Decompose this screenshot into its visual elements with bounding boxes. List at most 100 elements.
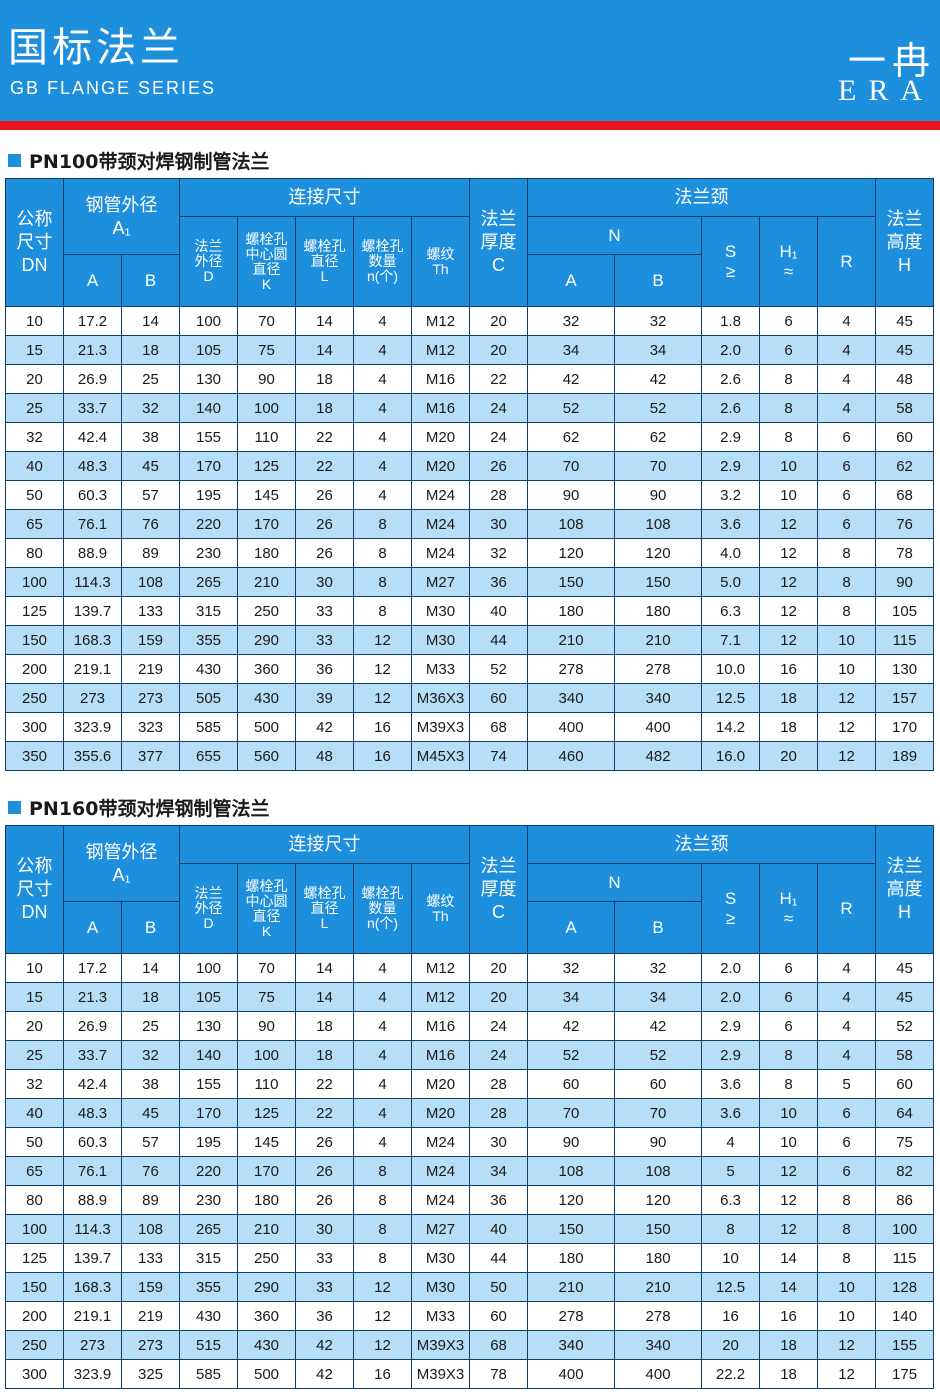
table-cell: 20 [5,364,64,394]
col-r-header: R [817,216,877,307]
table-cell: 65 [5,1156,64,1186]
table-cell: 22 [295,422,354,452]
col-l-header: 螺栓孔 直径 L [295,216,354,307]
table-cell: 585 [179,712,238,742]
table-cell: 42 [295,712,354,742]
table-cell: 8 [759,364,819,394]
table-cell: 12 [759,625,819,655]
table-cell: 430 [237,1330,296,1360]
section-title-text: PN100带颈对焊钢制管法兰 [29,150,270,173]
table-cell: 400 [614,712,703,742]
table-cell: 1.8 [701,306,761,336]
table-cell: 315 [179,1243,238,1273]
table-cell: 250 [237,1243,296,1273]
table-cell: 125 [237,1098,296,1128]
table-cell: 8 [817,596,877,626]
table-cell: 6 [817,451,877,481]
table-cell: 34 [614,982,703,1012]
table-cell: 315 [179,596,238,626]
table-cell: M20 [410,1069,471,1099]
table-cell: 12 [817,1330,877,1360]
table-cell: 155 [179,1069,238,1099]
table-cell: 210 [527,625,616,655]
table-row: 20 26.9 25 130 90 18 4 M16 24 42 42 2.9 6 4 52 [5,1011,935,1041]
table-cell: 17.2 [63,306,122,336]
col-k-header: 螺栓孔 中心圆 直径 K [237,863,296,954]
table-cell: 60 [875,422,935,452]
table-cell: 12 [817,1359,877,1389]
table-cell: 10 [701,1243,761,1273]
section-title-text: PN160带颈对焊钢制管法兰 [29,797,270,820]
table-cell: 20 [469,306,529,336]
table-cell: 45 [121,1098,180,1128]
table-cell: M39X3 [410,1330,471,1360]
table-cell: 60 [875,1069,935,1099]
table-cell: 32 [5,1069,64,1099]
table-cell: 220 [179,1156,238,1186]
table-cell: 2.9 [701,451,761,481]
table-cell: 14 [295,335,354,365]
table-cell: 139.7 [63,596,122,626]
table-row: 80 88.9 89 230 180 26 8 M24 32 120 120 4.0 12 8 78 [5,538,935,568]
table-cell: 4 [817,953,877,983]
table-cell: M27 [410,1214,471,1244]
col-h-header: 法兰 高度 H [875,825,935,954]
table-cell: 90 [614,480,703,510]
table-cell: 360 [237,654,296,684]
table-row: 15 21.3 18 105 75 14 4 M12 20 34 34 2.0 6 4 45 [5,335,935,365]
table-cell: 90 [237,1011,296,1041]
table-cell: 4 [701,1127,761,1157]
table-cell: 120 [614,538,703,568]
table-cell: 150 [614,1214,703,1244]
table-cell: 3.2 [701,480,761,510]
table-cell: 355 [179,1272,238,1302]
table-row: 40 48.3 45 170 125 22 4 M20 26 70 70 2.9 10 6 62 [5,451,935,481]
table-cell: 6 [817,1098,877,1128]
table-cell: 40 [469,596,529,626]
square-bullet-icon [8,800,21,814]
table-cell: 4 [817,393,877,423]
table-cell: 340 [614,683,703,713]
table-cell: 10 [5,306,64,336]
table-cell: M36X3 [410,683,471,713]
table-cell: 278 [614,1301,703,1331]
table-cell: 4 [353,306,412,336]
table-cell: 120 [527,1185,616,1215]
table-cell: 12 [759,538,819,568]
square-bullet-icon [8,153,21,167]
table-cell: 4 [353,451,412,481]
col-th-header: 螺纹 Th [410,216,471,307]
col-pipe-a-header: A [63,901,122,954]
table-cell: M24 [410,480,471,510]
table-cell: 12 [353,1330,412,1360]
table-cell: 32 [5,422,64,452]
table-cell: 24 [469,393,529,423]
table-cell: 14 [759,1272,819,1302]
table-cell: 2.9 [701,422,761,452]
table-cell: 159 [121,1272,180,1302]
table-cell: 180 [527,1243,616,1273]
table-cell: 24 [469,1011,529,1041]
col-th-header: 螺纹 Th [410,863,471,954]
table-cell: 12 [759,1185,819,1215]
col-neck-header: 法兰颈 [527,178,877,217]
table-row: 15 21.3 18 105 75 14 4 M12 20 34 34 2.0 6 4 45 [5,982,935,1012]
table-cell: 48.3 [63,451,122,481]
table-cell: 48 [295,741,354,771]
table-cell: 130 [179,364,238,394]
table-cell: 8 [759,393,819,423]
table-cell: 78 [875,538,935,568]
table-cell: 10 [759,1098,819,1128]
table-cell: 8 [353,509,412,539]
table-cell: M20 [410,422,471,452]
table-cell: 8 [817,567,877,597]
table-cell: 75 [237,982,296,1012]
table-cell: 8 [817,1214,877,1244]
table-cell: 25 [5,1040,64,1070]
col-dn-header: 公称 尺寸 DN [5,825,64,954]
table-cell: 16 [759,1301,819,1331]
table-cell: 76.1 [63,509,122,539]
table-cell: 3.6 [701,1069,761,1099]
table-cell: 6 [759,306,819,336]
table-cell: 400 [527,1359,616,1389]
